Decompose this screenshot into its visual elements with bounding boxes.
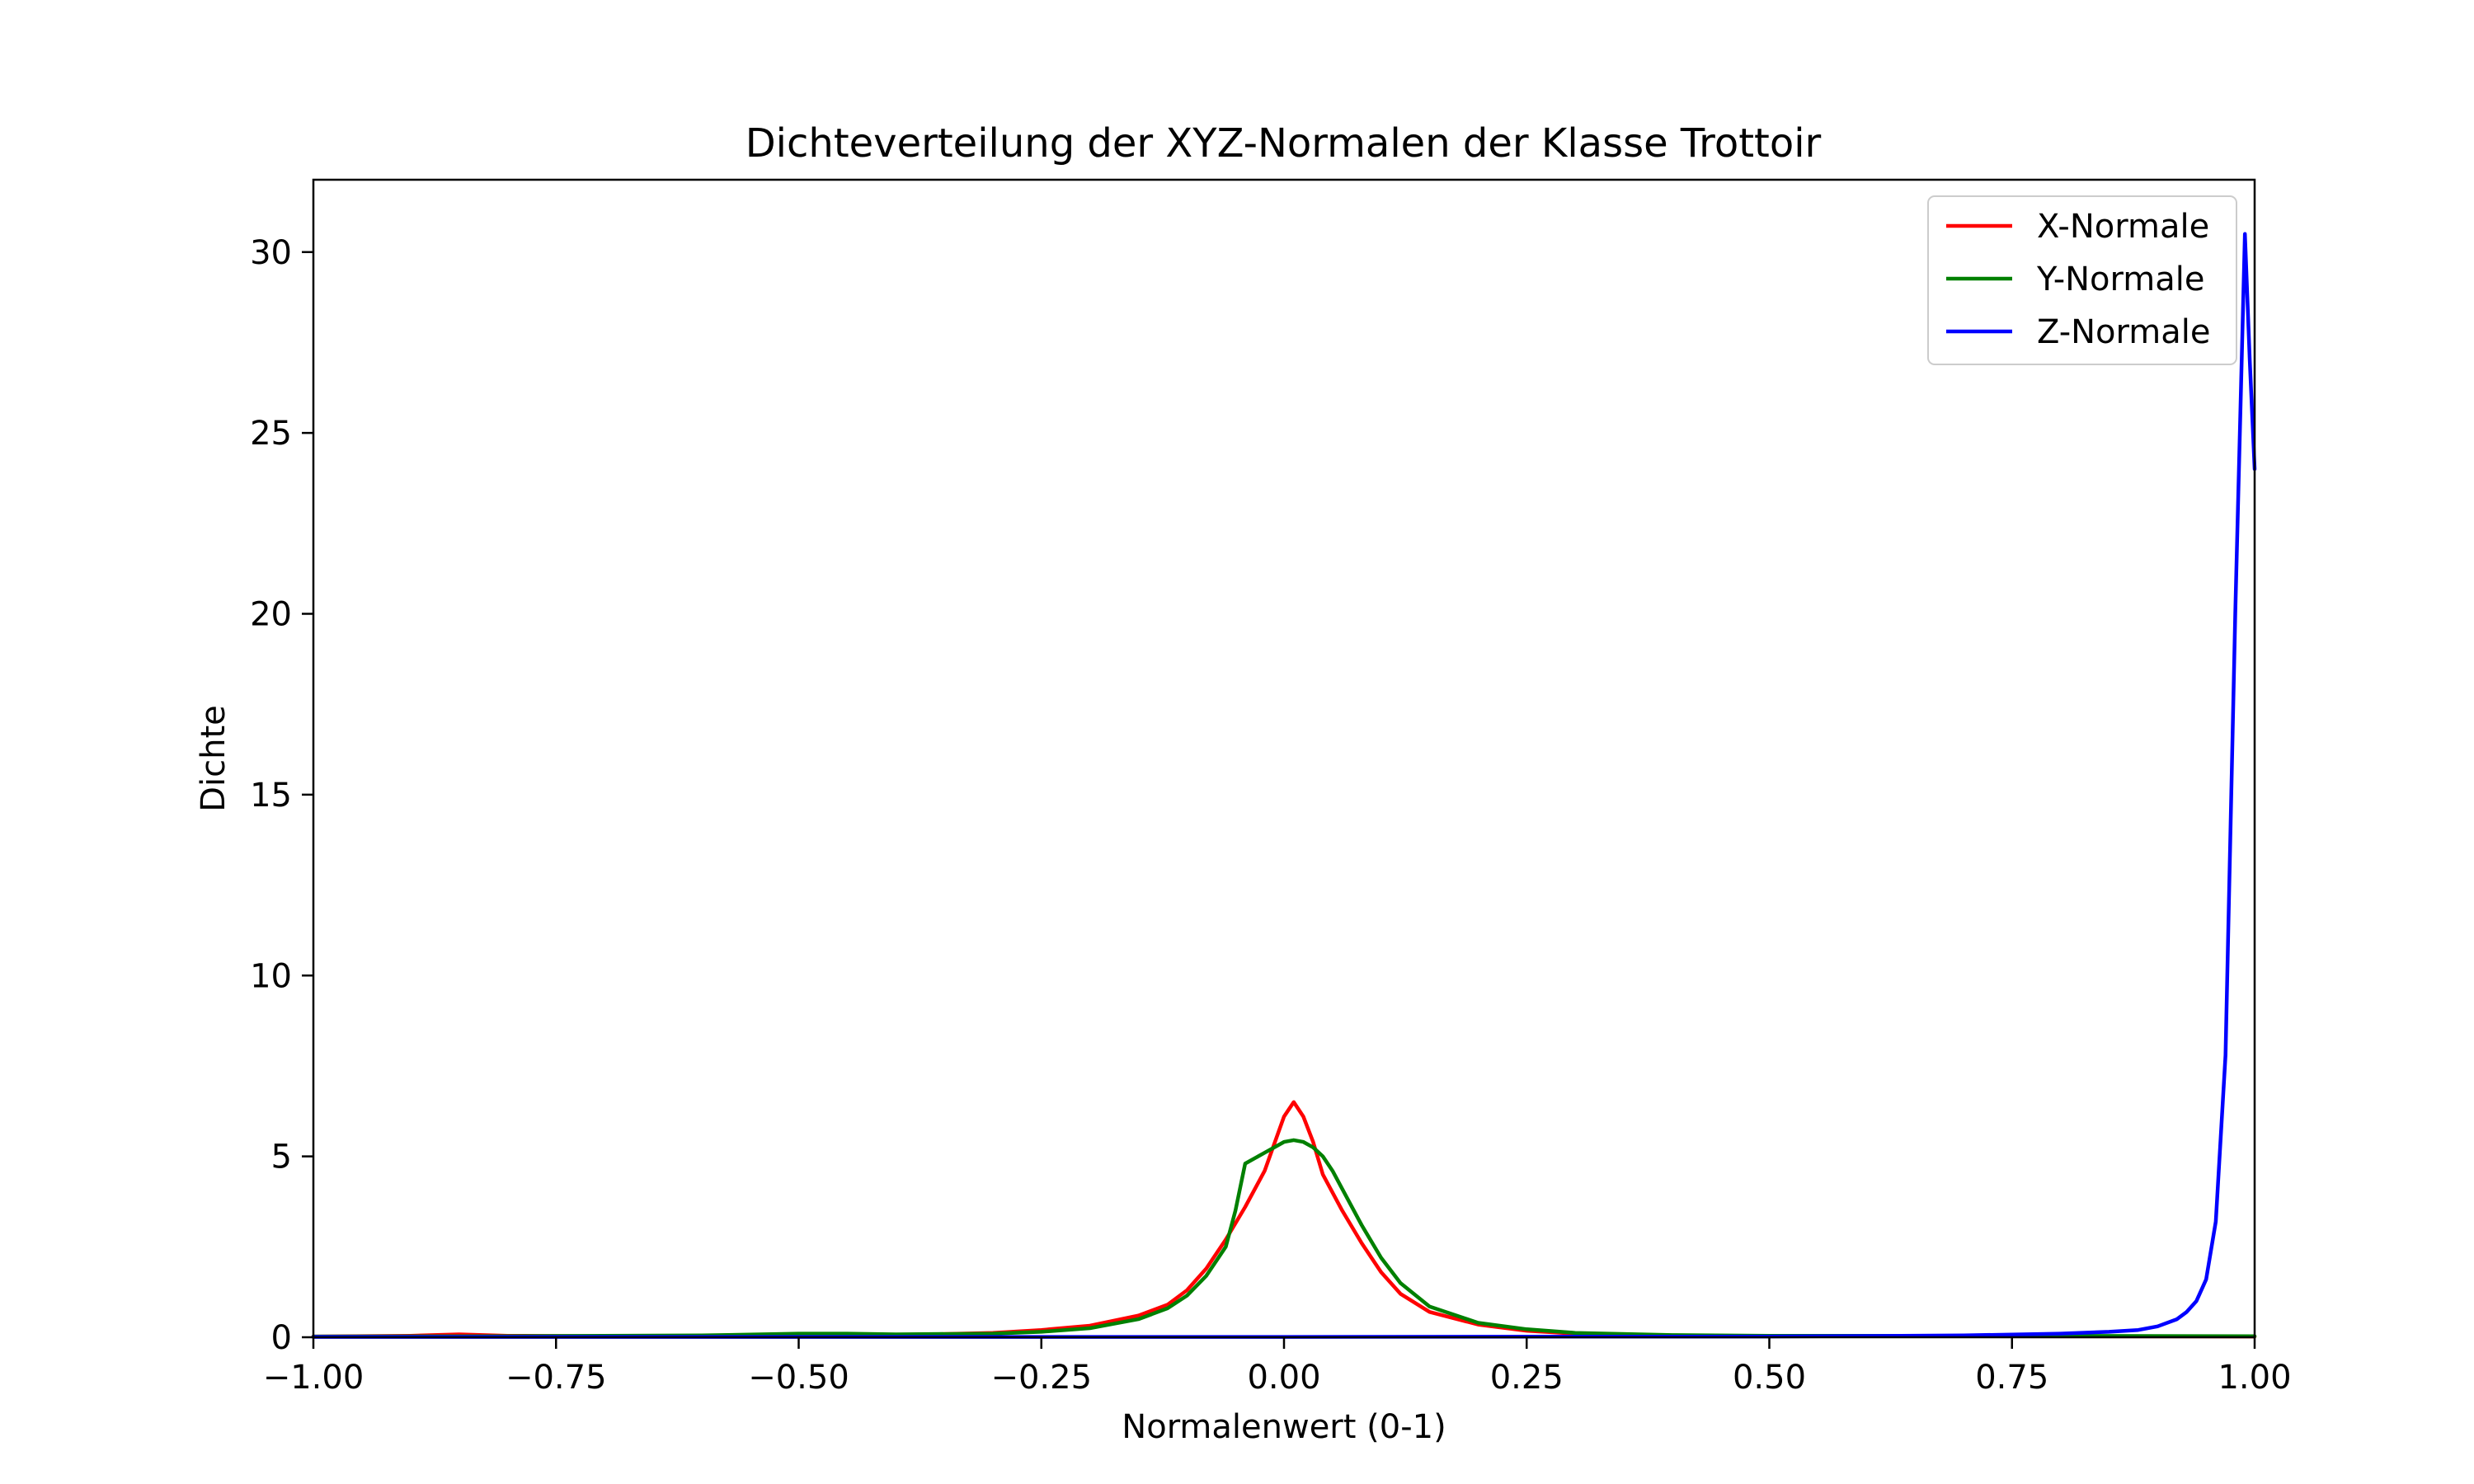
y-tick-label: 10 — [250, 957, 292, 995]
x-tick-label: 0.50 — [1733, 1359, 1806, 1397]
legend-label-3: Z-Normale — [2037, 313, 2210, 351]
x-tick-label: −0.25 — [990, 1359, 1092, 1397]
legend-label-1: X-Normale — [2037, 208, 2209, 246]
y-tick-label: 30 — [250, 234, 292, 272]
x-axis: −1.00 −0.75 −0.50 −0.25 0.00 0.25 0.50 0.75 1.00 — [263, 1337, 2292, 1397]
y-axis-label: Dichte — [195, 705, 233, 812]
x-tick-label: −0.75 — [506, 1359, 607, 1397]
y-tick-label: 0 — [271, 1319, 292, 1357]
x-tick-label: 0.00 — [1247, 1359, 1320, 1397]
legend-frame — [1927, 195, 2237, 365]
x-tick-label: −0.50 — [748, 1359, 849, 1397]
x-tick-label: 1.00 — [2218, 1359, 2291, 1397]
y-tick-label: 5 — [271, 1139, 292, 1176]
y-tick-label: 20 — [250, 596, 292, 634]
x-tick-label: 0.25 — [1490, 1359, 1564, 1397]
chart-title: Dichteverteilung der XYZ-Normalen der Kl… — [745, 120, 1822, 167]
x-tick-label: 0.75 — [1975, 1359, 2048, 1397]
series-line-3 — [311, 232, 2257, 1339]
y-tick-label: 15 — [250, 777, 292, 815]
y-axis: 0 5 10 15 20 25 30 — [250, 234, 313, 1357]
legend-label-2: Y-Normale — [2036, 261, 2204, 298]
y-tick-label: 25 — [250, 415, 292, 453]
series-line-2 — [311, 1138, 2257, 1339]
x-axis-label: Normalenwert (0-1) — [1122, 1408, 1446, 1446]
x-tick-label: −1.00 — [263, 1359, 365, 1397]
series-layer — [311, 232, 2257, 1339]
legend: X-Normale Y-Normale Z-Normale — [1927, 195, 2237, 365]
